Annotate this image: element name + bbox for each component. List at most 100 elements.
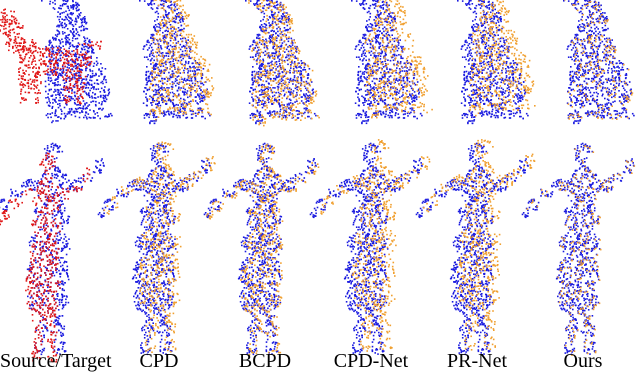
target-point (76, 180, 78, 182)
result-point (204, 65, 206, 67)
result-point (175, 58, 177, 60)
source-point (75, 81, 77, 83)
source-point (24, 58, 26, 60)
target-point (28, 179, 30, 181)
target-point (73, 31, 75, 33)
source-point (49, 213, 51, 215)
result-point (184, 56, 186, 58)
result-point (180, 63, 182, 65)
source-point (40, 340, 42, 342)
result-point (196, 88, 198, 90)
target-point (174, 10, 176, 12)
target-point (59, 304, 61, 306)
result-point (175, 45, 177, 47)
source-point (54, 314, 56, 316)
result-point (156, 59, 158, 61)
source-point (2, 21, 4, 23)
target-point (91, 96, 93, 98)
source-point (29, 45, 31, 47)
target-point (168, 308, 170, 310)
target-point (101, 109, 103, 111)
source-point (34, 280, 36, 282)
cell-dog-1 (137, 0, 214, 124)
source-point (66, 75, 68, 77)
target-point (89, 104, 91, 106)
target-point (148, 117, 150, 119)
source-point (52, 295, 54, 297)
result-point (159, 38, 161, 40)
target-point (147, 90, 149, 92)
target-point (51, 122, 53, 124)
source-point (52, 262, 54, 264)
target-point (61, 216, 63, 218)
source-point (60, 68, 62, 70)
source-point (55, 218, 57, 220)
target-point (144, 226, 146, 228)
result-point (198, 59, 200, 61)
source-point (42, 192, 44, 194)
source-point (31, 309, 33, 311)
source-point (32, 298, 34, 300)
source-point (40, 226, 42, 228)
result-point (164, 46, 166, 48)
target-point (77, 38, 79, 40)
source-point (47, 260, 49, 262)
target-point (63, 290, 65, 292)
target-point (50, 68, 52, 70)
source-point (71, 56, 73, 58)
target-point (78, 17, 80, 19)
target-point (96, 167, 98, 169)
result-point (168, 59, 170, 61)
result-point (201, 92, 203, 94)
result-point (161, 61, 163, 63)
target-point (72, 98, 74, 100)
source-point (38, 329, 40, 331)
source-point (79, 44, 81, 46)
source-point (62, 64, 64, 66)
result-point (154, 38, 156, 40)
target-point (51, 144, 53, 146)
source-point (80, 71, 82, 73)
result-point (190, 88, 192, 90)
source-point (69, 76, 71, 78)
target-point (47, 287, 49, 289)
target-point (76, 56, 78, 58)
source-point (55, 308, 57, 310)
target-point (48, 98, 50, 100)
target-point (188, 61, 190, 63)
result-point (177, 31, 179, 33)
source-point (40, 193, 42, 195)
target-point (61, 100, 63, 102)
source-point (87, 178, 89, 180)
source-point (47, 264, 49, 266)
result-point (190, 105, 192, 107)
result-point (171, 56, 173, 58)
target-point (69, 39, 71, 41)
source-point (85, 62, 87, 64)
result-point (152, 37, 154, 39)
source-point (51, 320, 53, 322)
target-point (47, 74, 49, 76)
target-point (107, 95, 109, 97)
target-point (50, 189, 52, 191)
result-point (180, 0, 182, 2)
target-point (152, 99, 154, 101)
source-point (9, 35, 11, 37)
source-point (54, 346, 56, 348)
target-point (55, 339, 57, 341)
source-point (57, 207, 59, 209)
target-point (163, 37, 165, 39)
target-point (61, 197, 63, 199)
target-point (60, 23, 62, 25)
source-point (89, 174, 91, 176)
source-point (56, 332, 58, 334)
target-point (104, 76, 106, 78)
result-point (174, 54, 176, 56)
target-point (57, 91, 59, 93)
target-point (195, 113, 197, 115)
target-point (100, 108, 102, 110)
result-point (169, 53, 171, 55)
result-point (172, 30, 174, 32)
target-point (71, 108, 73, 110)
result-point (158, 5, 160, 7)
